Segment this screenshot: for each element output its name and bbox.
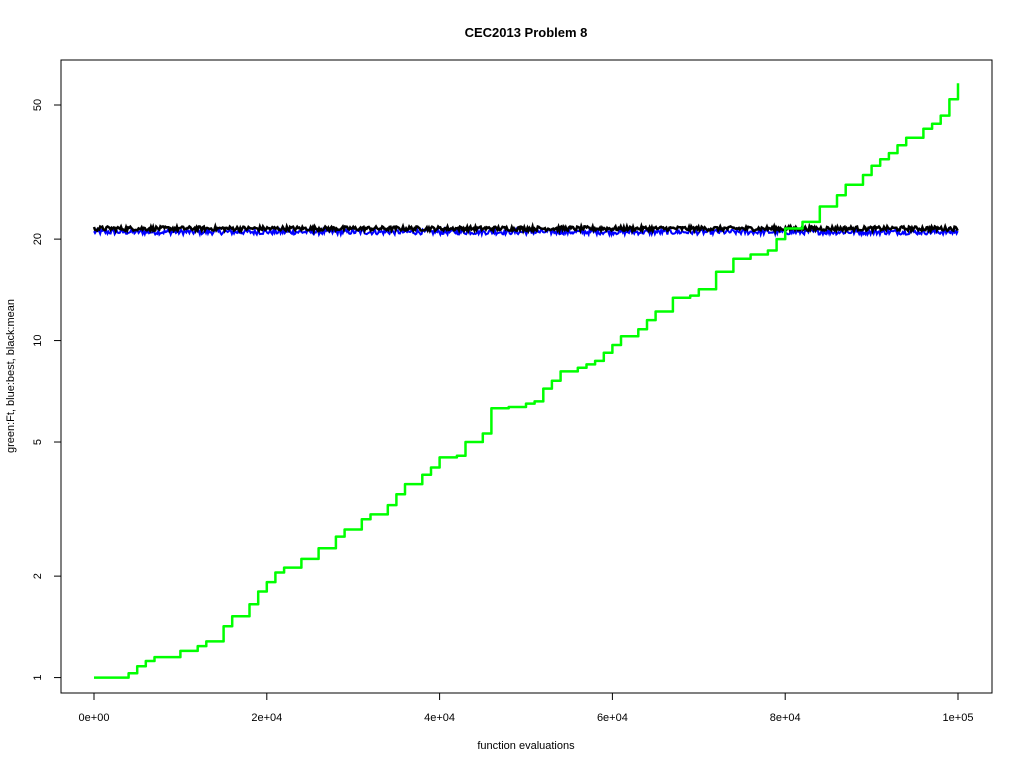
plot-frame	[60, 59, 993, 694]
x-tick-label: 2e+04	[251, 712, 282, 724]
y-axis: 1 2 5 10 20 50	[32, 99, 62, 681]
y-tick-label: 1	[32, 675, 44, 681]
x-tick-label: 0e+00	[79, 712, 110, 724]
series-mean-line	[92, 221, 959, 236]
x-tick-label: 8e+04	[770, 712, 801, 724]
x-tick-label: 6e+04	[597, 712, 628, 724]
y-tick-label: 20	[32, 233, 44, 245]
y-tick-label: 2	[32, 573, 44, 579]
y-tick-label: 10	[32, 334, 44, 346]
series-ft-line	[94, 83, 960, 679]
x-tick-label: 1e+05	[943, 712, 974, 724]
chart-title: CEC2013 Problem 8	[465, 25, 588, 40]
x-tick-label: 4e+04	[424, 712, 455, 724]
series-layer	[92, 83, 960, 679]
y-tick-label: 5	[32, 439, 44, 445]
y-tick-label: 50	[32, 99, 44, 111]
y-axis-label: green:Ft, blue:best, black:mean	[5, 299, 17, 453]
x-axis-label: function evaluations	[477, 740, 575, 752]
x-axis: 0e+00 2e+04 4e+04 6e+04 8e+04 1e+05	[79, 692, 974, 724]
